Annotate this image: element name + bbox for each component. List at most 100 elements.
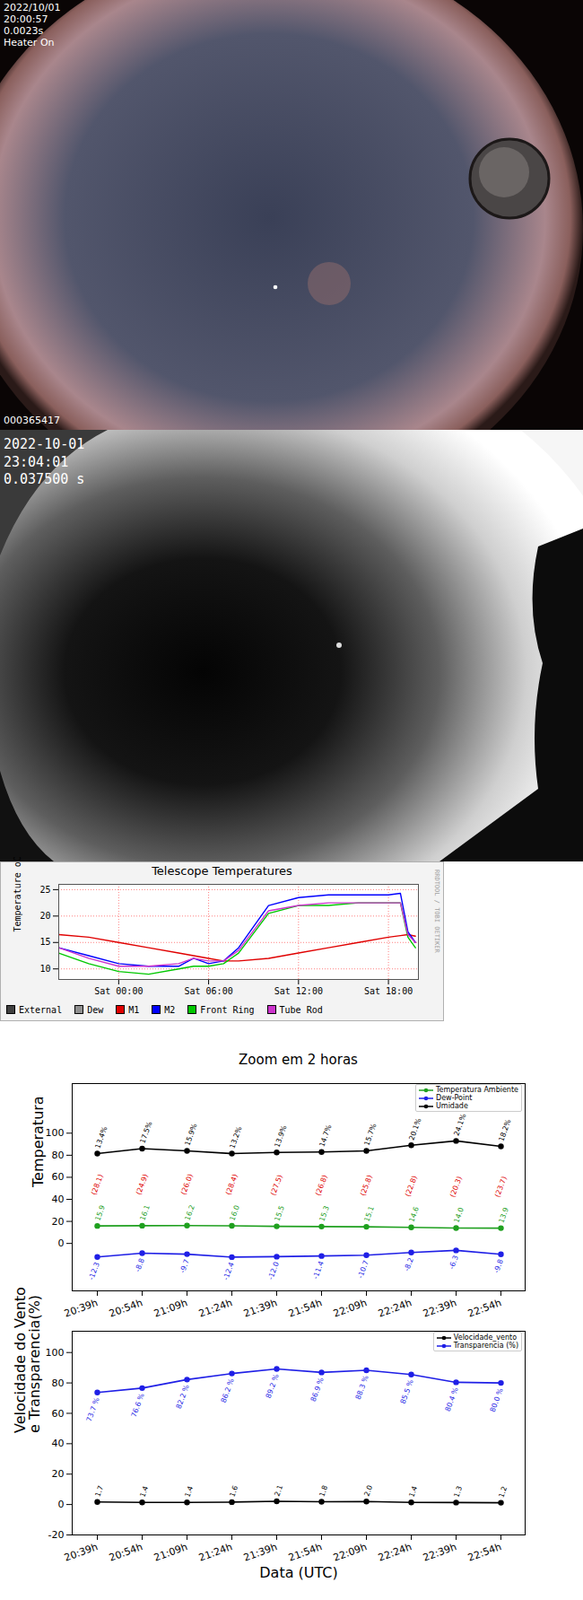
svg-text:85.5 %: 85.5 % — [399, 1377, 416, 1405]
svg-text:-6.3: -6.3 — [447, 1253, 461, 1271]
svg-text:14.7%: 14.7% — [317, 1122, 333, 1148]
svg-text:0: 0 — [58, 1497, 65, 1510]
svg-text:15.1: 15.1 — [362, 1204, 376, 1223]
svg-text:13.9: 13.9 — [496, 1205, 511, 1224]
svg-text:1.7: 1.7 — [93, 1483, 105, 1497]
svg-text:20:54h: 20:54h — [107, 1296, 145, 1319]
svg-text:14.0: 14.0 — [452, 1205, 466, 1224]
svg-text:18.2%: 18.2% — [496, 1117, 513, 1142]
svg-text:20:39h: 20:39h — [62, 1296, 100, 1319]
svg-text:-8.2: -8.2 — [402, 1255, 416, 1272]
svg-text:15.3: 15.3 — [317, 1204, 331, 1223]
svg-text:80.4 %: 80.4 % — [443, 1385, 461, 1413]
svg-text:22:39h: 22:39h — [421, 1540, 459, 1563]
svg-text:0.037500 s: 0.037500 s — [3, 470, 85, 488]
svg-text:86.2 %: 86.2 % — [219, 1376, 236, 1404]
svg-text:10: 10 — [39, 963, 51, 974]
svg-text:73.7 %: 73.7 % — [85, 1395, 102, 1423]
svg-text:80: 80 — [52, 1376, 65, 1389]
svg-text:82.2 %: 82.2 % — [174, 1382, 192, 1410]
svg-text:Velocidade do Ventoe Transpare: Velocidade do Ventoe Transparencia(%) — [11, 1286, 44, 1433]
svg-text:2022-10-01: 2022-10-01 — [3, 435, 85, 453]
svg-text:1.3: 1.3 — [452, 1484, 464, 1498]
svg-text:0.0023s: 0.0023s — [3, 25, 44, 37]
svg-text:(25.8): (25.8) — [358, 1173, 375, 1197]
svg-text:20:39h: 20:39h — [62, 1540, 100, 1563]
svg-text:(26.0): (26.0) — [179, 1172, 195, 1196]
svg-text:(22.8): (22.8) — [403, 1174, 419, 1198]
svg-text:20:00:57: 20:00:57 — [3, 13, 48, 26]
svg-text:(28.1): (28.1) — [89, 1172, 105, 1196]
svg-text:40: 40 — [52, 1192, 65, 1205]
svg-text:-20: -20 — [48, 1528, 65, 1541]
svg-text:Sat 06:00: Sat 06:00 — [183, 985, 233, 996]
svg-text:21:24h: 21:24h — [197, 1296, 235, 1319]
svg-text:80.0 %: 80.0 % — [488, 1385, 505, 1413]
svg-text:Temperature oC: Temperature oC — [12, 855, 23, 932]
svg-text:16.0: 16.0 — [227, 1203, 242, 1222]
svg-text:(26.8): (26.8) — [313, 1173, 330, 1197]
svg-text:22:54h: 22:54h — [466, 1296, 504, 1319]
svg-text:22:09h: 22:09h — [331, 1296, 369, 1319]
svg-text:100: 100 — [45, 1346, 65, 1358]
svg-text:22:24h: 22:24h — [376, 1296, 414, 1319]
svg-text:14.6: 14.6 — [407, 1204, 421, 1223]
svg-text:Sat 18:00: Sat 18:00 — [364, 985, 413, 996]
svg-text:Sat 12:00: Sat 12:00 — [274, 985, 323, 996]
svg-text:1.2: 1.2 — [496, 1484, 509, 1498]
svg-text:21:09h: 21:09h — [152, 1540, 190, 1563]
svg-text:25: 25 — [39, 884, 51, 895]
svg-text:20: 20 — [39, 910, 51, 921]
svg-text:15.5: 15.5 — [272, 1203, 287, 1222]
svg-text:Temperatura: Temperatura — [29, 1095, 47, 1188]
svg-text:1.6: 1.6 — [227, 1483, 240, 1497]
svg-text:13.9%: 13.9% — [272, 1123, 288, 1149]
svg-text:20: 20 — [52, 1467, 65, 1480]
svg-text:24.1%: 24.1% — [452, 1112, 468, 1137]
svg-text:23:04:01: 23:04:01 — [3, 453, 69, 470]
svg-text:21:54h: 21:54h — [287, 1540, 324, 1563]
svg-text:-8.8: -8.8 — [133, 1256, 147, 1273]
svg-text:000365417: 000365417 — [3, 414, 61, 427]
svg-text:Data (UTC): Data (UTC) — [259, 1563, 339, 1581]
svg-text:1.8: 1.8 — [317, 1483, 330, 1497]
svg-text:15.9: 15.9 — [93, 1203, 107, 1222]
svg-text:0: 0 — [58, 1236, 65, 1249]
svg-text:15.7%: 15.7% — [362, 1122, 378, 1147]
svg-text:-12.4: -12.4 — [221, 1260, 236, 1281]
svg-text:60: 60 — [52, 1406, 65, 1419]
svg-text:(28.4): (28.4) — [224, 1172, 240, 1196]
svg-text:100: 100 — [45, 1126, 65, 1139]
svg-text:22:54h: 22:54h — [466, 1540, 504, 1563]
svg-text:(24.9): (24.9) — [134, 1172, 150, 1196]
svg-text:88.3 %: 88.3 % — [354, 1373, 371, 1401]
svg-text:21:39h: 21:39h — [242, 1296, 279, 1319]
svg-text:13.2%: 13.2% — [227, 1124, 244, 1149]
svg-text:76.6 %: 76.6 % — [130, 1391, 147, 1419]
svg-text:(20.3): (20.3) — [448, 1174, 464, 1199]
svg-text:2.1: 2.1 — [272, 1483, 285, 1497]
svg-text:22:24h: 22:24h — [376, 1540, 414, 1563]
svg-text:-9.7: -9.7 — [178, 1257, 192, 1274]
svg-text:-9.8: -9.8 — [492, 1257, 505, 1274]
svg-text:2.0: 2.0 — [362, 1483, 375, 1497]
svg-text:16.1: 16.1 — [138, 1203, 152, 1222]
svg-text:13.4%: 13.4% — [93, 1124, 109, 1149]
svg-text:21:09h: 21:09h — [152, 1296, 190, 1319]
svg-text:Heater On: Heater On — [3, 36, 55, 49]
svg-text:15.9%: 15.9% — [182, 1122, 199, 1147]
svg-text:22:09h: 22:09h — [331, 1540, 369, 1563]
svg-text:(23.7): (23.7) — [493, 1174, 509, 1199]
svg-text:80: 80 — [52, 1148, 65, 1161]
svg-text:22:39h: 22:39h — [421, 1296, 459, 1319]
svg-text:21:24h: 21:24h — [197, 1540, 235, 1563]
svg-text:1.4: 1.4 — [182, 1484, 195, 1498]
svg-text:89.2 %: 89.2 % — [264, 1372, 281, 1400]
svg-text:-10.7: -10.7 — [356, 1258, 371, 1280]
svg-text:-11.4: -11.4 — [311, 1259, 326, 1280]
svg-text:16.2: 16.2 — [182, 1203, 197, 1222]
svg-text:20.1%: 20.1% — [407, 1116, 423, 1141]
svg-text:1.4: 1.4 — [138, 1484, 150, 1498]
svg-text:2022/10/01: 2022/10/01 — [3, 1, 61, 14]
svg-text:21:39h: 21:39h — [242, 1540, 279, 1563]
